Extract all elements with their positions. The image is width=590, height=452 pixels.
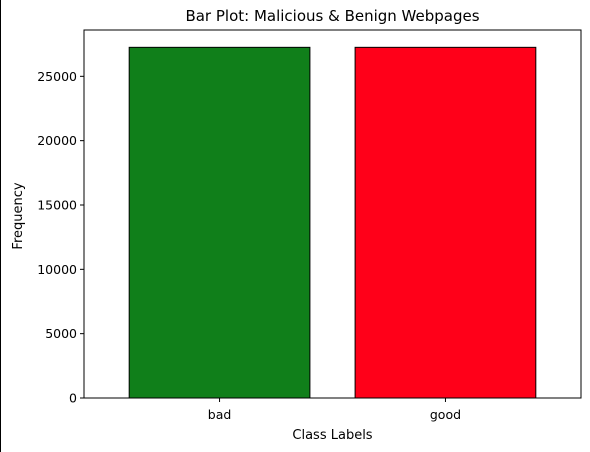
x-tick-label-bad: bad	[208, 407, 232, 422]
y-tick-label-10000: 10000	[37, 262, 77, 277]
y-tick-label-0: 0	[69, 391, 77, 406]
window-edge	[0, 0, 1, 452]
x-axis-ticks: bad good	[208, 398, 461, 422]
y-tick-label-15000: 15000	[37, 197, 77, 212]
bar-bad	[128, 46, 311, 399]
y-tick-label-5000: 5000	[45, 326, 77, 341]
x-tick-label-good: good	[430, 407, 461, 422]
y-tick-label-20000: 20000	[37, 133, 77, 148]
y-axis-ticks: 0 5000 10000 15000 20000 25000	[37, 69, 84, 406]
bar-good	[354, 46, 537, 399]
chart-title: Bar Plot: Malicious & Benign Webpages	[185, 7, 479, 25]
y-axis-label: Frequency	[11, 182, 26, 249]
x-axis-label: Class Labels	[292, 428, 372, 443]
bars-group	[128, 46, 537, 399]
plot-area-frame	[83, 29, 582, 399]
y-tick-label-25000: 25000	[37, 69, 77, 84]
